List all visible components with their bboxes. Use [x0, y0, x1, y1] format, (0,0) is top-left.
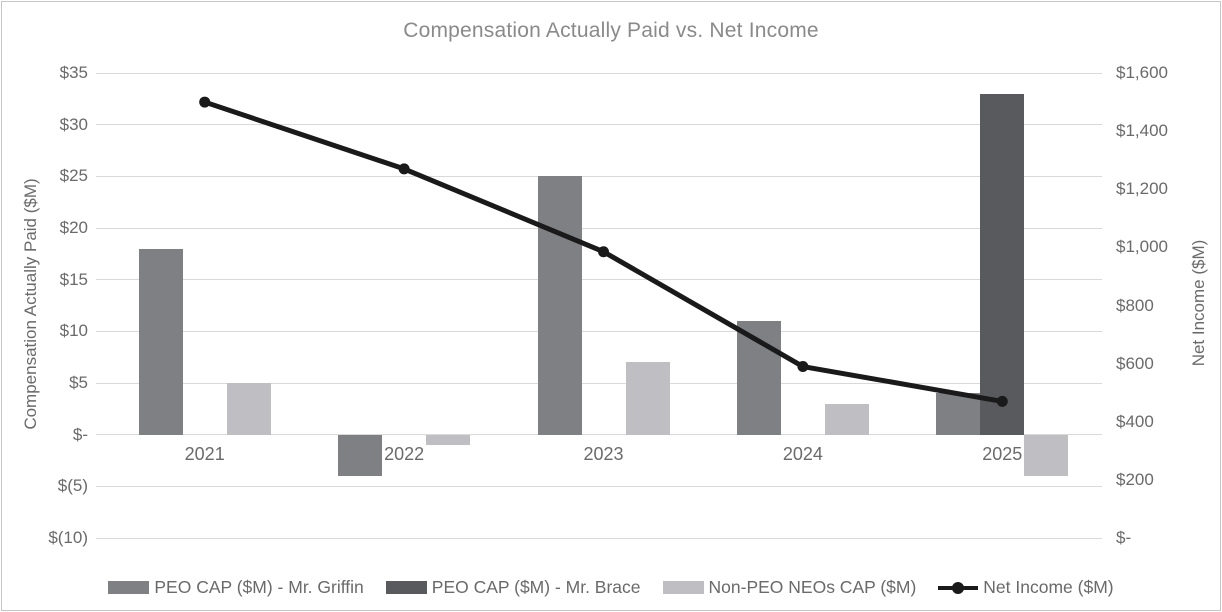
right-axis-tick-label: $400 [1116, 411, 1154, 431]
left-axis-tick-label: $35 [59, 63, 88, 82]
chart-title: Compensation Actually Paid vs. Net Incom… [403, 19, 819, 42]
gridline [96, 537, 1102, 539]
right-axis-tick-label: $- [1116, 528, 1132, 547]
gridline [96, 434, 1102, 436]
legend-bar-swatch [385, 581, 427, 594]
gridline [96, 279, 1102, 281]
bar-non-peo-neos [426, 434, 471, 445]
net-income-marker [398, 163, 410, 175]
gridline [96, 72, 1102, 74]
legend-label: Non-PEO NEOs CAP ($M) [708, 577, 917, 597]
bar-non-peo-neos [824, 403, 869, 435]
left-axis-tick-label: $25 [59, 166, 88, 186]
right-axis-tick-label: $1,400 [1116, 121, 1168, 141]
x-axis-year-label: 2024 [782, 443, 823, 464]
gridline [96, 485, 1102, 487]
x-axis-year-label: 2023 [583, 443, 624, 464]
legend-label: PEO CAP ($M) - Mr. Brace [431, 577, 641, 597]
right-axis-tick-label: $1,600 [1116, 63, 1168, 82]
legend-item: Non-PEO NEOs CAP ($M) [662, 577, 917, 598]
legend-item: Net Income ($M) [938, 577, 1114, 598]
gridline [96, 330, 1102, 332]
legend-item: PEO CAP ($M) - Mr. Brace [385, 577, 641, 598]
left-axis-tick-label: $10 [59, 321, 88, 341]
left-axis-tick-label: $30 [59, 114, 88, 134]
bar-peo-griffin [537, 176, 582, 435]
x-axis-year-label: 2025 [982, 443, 1023, 464]
legend-line-dot [952, 581, 965, 594]
left-axis-tick-label: $- [72, 424, 88, 444]
bar-peo-griffin [736, 321, 781, 435]
bar-peo-griffin [138, 248, 183, 435]
bar-non-peo-neos [226, 383, 271, 435]
left-axis-tick-label: $(5) [57, 476, 88, 496]
net-income-marker [598, 246, 609, 258]
legend-bar-swatch [108, 581, 150, 594]
legend-bar-swatch [662, 581, 704, 594]
left-axis-tick-label: $20 [59, 218, 88, 237]
net-income-marker [199, 96, 211, 108]
right-axis-tick-label: $1,200 [1116, 179, 1168, 199]
legend-line-swatch [938, 581, 979, 595]
bar-peo-griffin [338, 434, 383, 476]
bar-peo-brace [980, 93, 1025, 435]
left-axis-tick-label: $5 [69, 373, 88, 392]
right-axis-tick-label: $200 [1116, 469, 1154, 489]
gridline [96, 175, 1102, 177]
chart-legend: PEO CAP ($M) - Mr. Griffin PEO CAP ($M) -… [0, 577, 1222, 598]
bar-non-peo-neos [1024, 434, 1069, 476]
right-axis-tick-label: $800 [1116, 295, 1154, 315]
bar-peo-griffin [936, 393, 981, 435]
x-axis-year-label: 2021 [184, 443, 225, 464]
net-income-line [202, 99, 1005, 404]
right-axis-title: Net Income ($M) [1189, 239, 1208, 367]
legend-label: PEO CAP ($M) - Mr. Griffin [154, 577, 364, 597]
gridline [96, 227, 1102, 229]
right-axis-tick-label: $600 [1116, 353, 1154, 373]
net-income-marker [797, 361, 809, 373]
legend-item: PEO CAP ($M) - Mr. Griffin [108, 577, 364, 598]
right-axis-tick-label: $1,000 [1116, 237, 1168, 257]
x-axis-year-label: 2022 [384, 443, 425, 464]
left-axis-tick-label: $(10) [48, 528, 88, 547]
left-axis-tick-label: $15 [59, 269, 88, 289]
bar-non-peo-neos [625, 362, 670, 435]
gridline [96, 124, 1102, 126]
legend-label: Net Income ($M) [983, 577, 1114, 597]
